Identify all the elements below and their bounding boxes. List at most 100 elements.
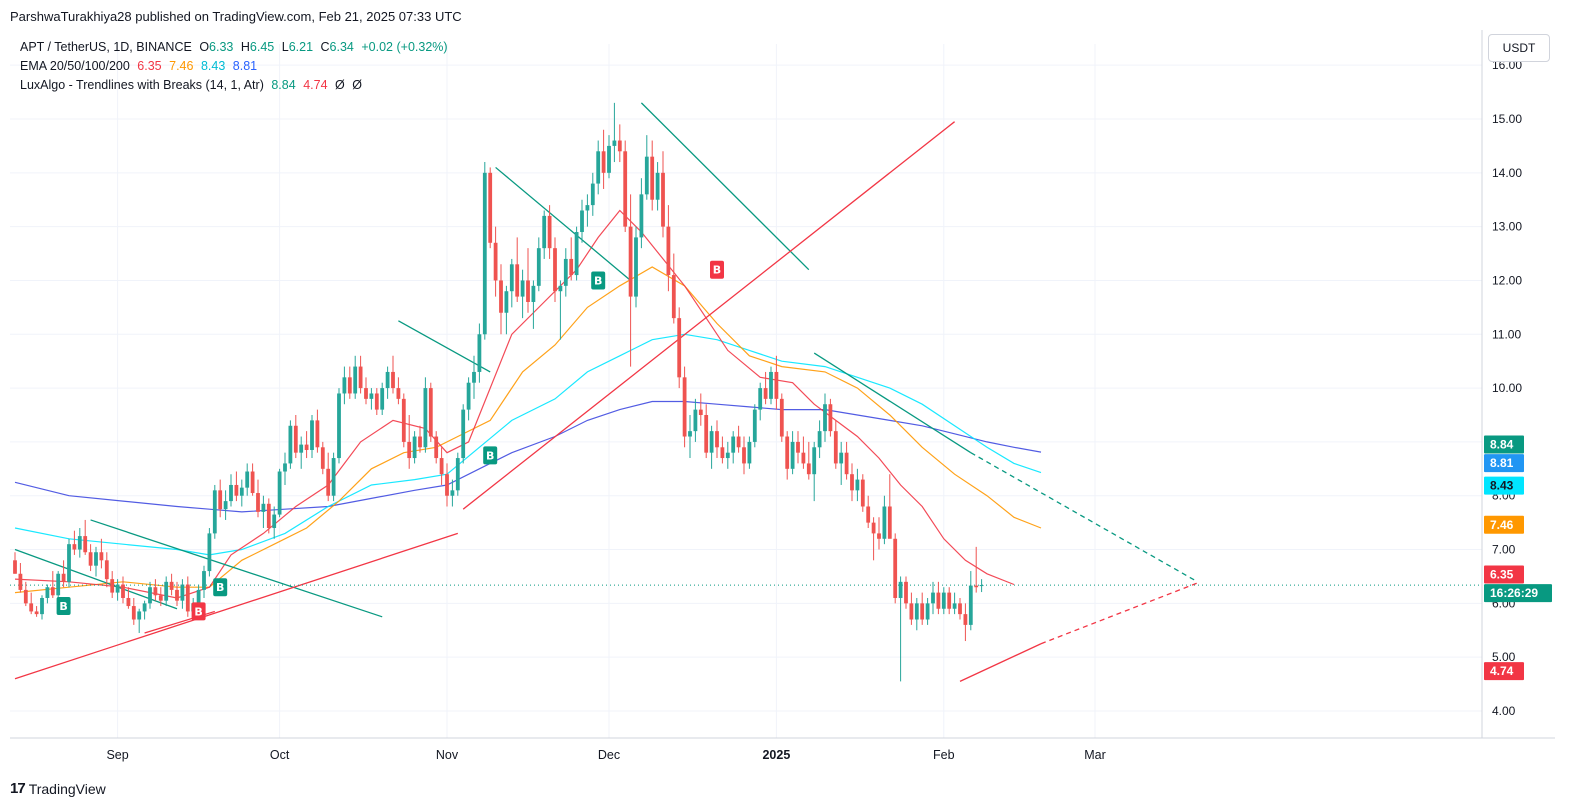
price-tick-label: 7.00 [1492, 543, 1516, 557]
break-marker [483, 446, 498, 465]
candle-body [715, 431, 719, 448]
legend-symbol[interactable]: APT / TetherUS, 1D, BINANCE [20, 40, 192, 54]
candle-body [104, 560, 109, 580]
candle-body [466, 382, 471, 410]
candle-body [634, 237, 638, 297]
legend-luxalgo-label[interactable]: LuxAlgo - Trendlines with Breaks (14, 1,… [20, 78, 264, 92]
candle-body [898, 581, 903, 598]
break-marker-label: B [594, 274, 602, 287]
candle-body [580, 210, 584, 233]
candle-body [731, 436, 736, 453]
candle-body [445, 474, 449, 496]
candle-body [83, 536, 88, 553]
legend-lux-lower-value: 4.74 [303, 78, 328, 92]
ema20-line [14, 209, 1015, 599]
candle-body [682, 377, 687, 437]
candle-body [925, 603, 930, 620]
break-marker [710, 260, 724, 279]
candle-body [407, 441, 412, 459]
price-axis-label: 7.46 [1490, 518, 1514, 532]
trendline-support [462, 121, 956, 510]
candle-body [839, 452, 844, 464]
candle-body [688, 431, 692, 437]
candle-body [272, 514, 277, 529]
candle-body [239, 487, 244, 496]
candle-body [245, 471, 250, 488]
price-tick-label: 5.00 [1492, 650, 1516, 664]
legend-ema100-value: 8.43 [200, 59, 226, 73]
candle-body [293, 425, 298, 453]
candle-body [698, 409, 703, 415]
candle-body [131, 606, 136, 620]
candle-body [380, 388, 385, 410]
break-marker-label: B [486, 449, 494, 462]
candle-body [742, 447, 746, 464]
trendline-resistance [495, 166, 632, 281]
candle-body [650, 156, 655, 200]
price-tick-label: 13.00 [1492, 220, 1522, 234]
candle-body [763, 388, 768, 399]
candle-body [277, 471, 282, 515]
candle-body [207, 533, 212, 572]
candle-body [428, 388, 433, 437]
candle-body [779, 398, 784, 437]
candle-body [542, 215, 547, 249]
time-tick-label: Oct [270, 748, 290, 762]
legend-low: 6.21 [288, 40, 314, 54]
candle-body [439, 458, 444, 475]
candle-body [623, 151, 628, 227]
candle-body [202, 571, 206, 590]
candle-body [661, 172, 665, 227]
legend-ema-label[interactable]: EMA 20/50/100/200 [20, 59, 130, 73]
candle-body [790, 441, 795, 469]
candle-body [655, 172, 660, 200]
candle-body [369, 393, 374, 399]
candle-body [725, 452, 730, 459]
candle-body [785, 436, 790, 469]
currency-button[interactable]: USDT [1488, 34, 1550, 62]
candle-body [558, 285, 563, 292]
candle-body [709, 431, 714, 453]
price-tick-label: 14.00 [1492, 166, 1522, 180]
candle-body [229, 484, 233, 502]
price-axis-label: 6.35 [1490, 568, 1514, 582]
plot-area[interactable]: B B B B B B [10, 102, 1482, 682]
candle-body [596, 151, 601, 184]
candle-body [752, 409, 757, 442]
trendline-support [14, 532, 459, 680]
price-axis-label-bg [1484, 476, 1524, 495]
candle-body [504, 291, 509, 313]
candle-body [887, 506, 892, 539]
break-marker [591, 271, 606, 290]
time-tick-label: 2025 [762, 748, 790, 762]
candle-body [515, 264, 520, 297]
break-marker [213, 578, 228, 597]
candle-body [920, 603, 925, 620]
candle-body [531, 285, 536, 302]
candle-body [455, 458, 460, 491]
candle-body [590, 183, 595, 206]
candle-body [509, 264, 514, 292]
candle-body [385, 371, 390, 389]
ema100-line [14, 333, 1042, 556]
candle-body [283, 463, 287, 472]
candle-body [736, 436, 741, 448]
candle-body [45, 587, 50, 598]
candle-body [574, 232, 579, 276]
candle-body [61, 573, 66, 582]
candle-body [461, 409, 466, 459]
candle-body [974, 585, 979, 588]
candle-body [175, 589, 179, 601]
candle-body [893, 538, 898, 598]
candle-body [418, 436, 422, 448]
legend-ema-row: EMA 20/50/100/200 6.35 7.46 8.43 8.81 [20, 59, 257, 73]
price-axis-label-bg [1484, 584, 1552, 603]
legend-ema20-value: 6.35 [137, 59, 162, 73]
candle-body [860, 479, 865, 507]
footer-branding: 17 TradingView [10, 780, 106, 797]
candle-body [612, 140, 617, 146]
candle-body [747, 441, 752, 464]
candle-body [315, 420, 320, 448]
candle-body [796, 441, 800, 453]
